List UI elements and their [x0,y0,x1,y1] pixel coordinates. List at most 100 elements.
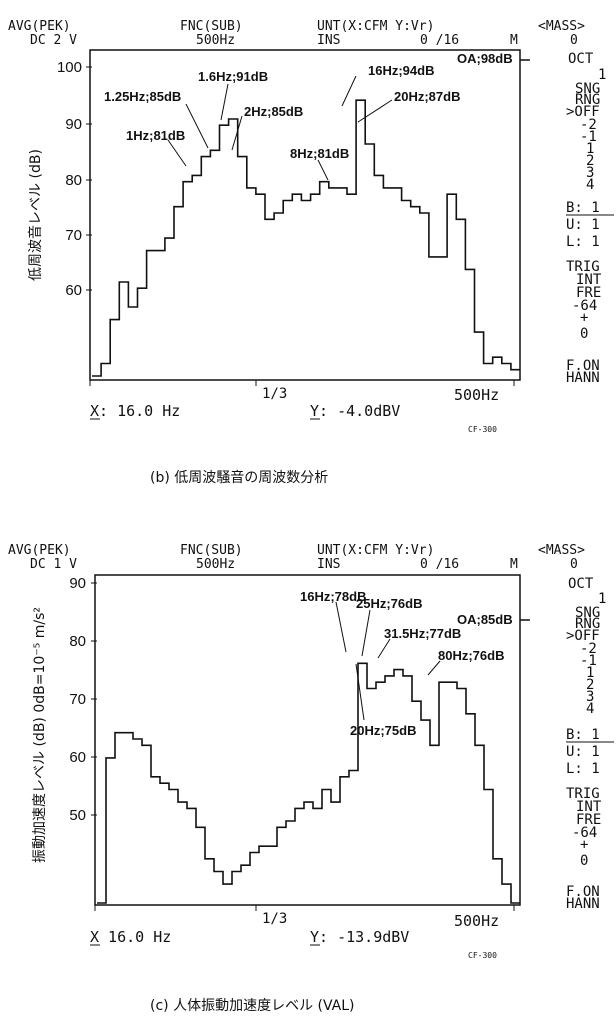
chart-b-annotation-1hz: 1Hz;81dB [126,128,185,143]
chart-c-caption: (c) 人体振動加速度レベル (VAL) [150,998,355,1014]
chart-b-ytick-60: 60 [65,282,82,299]
chart-b-side-p4: 4 [586,177,594,193]
chart-c-side-int: INT [576,799,602,815]
chart-b-side-zero: 0 [580,326,588,342]
chart-b-side-fre: FRE [576,285,601,301]
chart-c-header-unt: UNT(X:CFM Y:Vr) [317,543,434,558]
chart-c-annotation-16hz: 16Hz;78dB [300,589,366,604]
chart-b-ytick-70: 70 [65,227,82,244]
chart-c-annotation-315hz: 31.5Hz;77dB [384,626,461,641]
chart-c-header-avg: AVG(PEK) [8,543,71,558]
chart-c-side-p1: 1 [586,665,594,681]
chart-b-annotation-16hz-peak: 16Hz;94dB [368,63,434,78]
chart-c-side-fon: F.ON [566,884,600,900]
chart-b-ytick-100: 100 [57,59,82,76]
chart-b-side-sng: SNG [575,81,600,97]
chart-b-annotation-8hz: 8Hz;81dB [290,146,349,161]
chart-c-header-ins: INS [317,557,340,572]
chart-b-side-1: 1 [598,67,606,83]
chart-b-side-m2: -2 [580,117,597,133]
chart-b-side-p1: 1 [586,141,594,157]
chart-c-ytick-60: 60 [69,749,86,766]
chart-b-x-end: 500Hz [454,386,499,404]
chart-b-header-avg: AVG(PEK) [8,19,71,34]
chart-c-side-1: 1 [598,591,606,607]
chart-c-side-off: >OFF [566,628,600,644]
chart-c-series-line [97,662,520,904]
chart-b-frame [89,49,521,381]
chart-b-header-count: 0 /16 [420,33,459,48]
chart-b-annotations: 1Hz;81dB 1.25Hz;85dB 1.6Hz;91dB 2Hz;85dB… [104,51,513,181]
chart-b-side-hann: HANN [566,370,600,386]
chart-c-footer-y: Y: -13.9dBV [310,928,409,946]
chart-c-side-u: U: 1 [566,744,600,760]
chart-c-side-zero: 0 [580,853,588,869]
chart-c-side-p4: 4 [586,701,594,717]
chart-c-side-m1: -1 [580,653,597,669]
chart-c-ytick-90: 90 [69,575,86,592]
chart-b-header-zero: 0 [570,33,578,48]
chart-c-x-end: 500Hz [454,912,499,930]
chart-c-ytick-80: 80 [69,633,86,650]
chart-c-header-count: 0 /16 [420,557,459,572]
chart-b-header-m: M [510,33,518,48]
chart-b-side-64: -64 [572,298,597,314]
chart-b-ytick-80: 80 [65,172,82,189]
chart-c-side-sng: SNG [575,605,600,621]
chart-c-side-l: L: 1 [566,761,600,777]
chart-c-code: CF-300 [468,951,497,960]
chart-c-annotation-80hz: 80Hz;76dB [438,648,504,663]
chart-c-sidebar: OCT 1 SNG RNG >OFF -2 -1 1 2 3 4 B: 1 U:… [566,576,614,912]
chart-b-side-int: INT [576,272,602,288]
chart-c: AVG(PEK) FNC(SUB) UNT(X:CFM Y:Vr) <MASS>… [8,543,614,1014]
chart-c-side-b: B: 1 [566,727,600,743]
chart-c-ylabel: 振動加速度レベル (dB) 0dB=10⁻⁵ m/s² [32,607,48,863]
chart-b-annotation-2hz: 2Hz;85dB [244,104,303,119]
chart-b-header-ins: INS [317,33,340,48]
chart-b-annotation-20hz: 20Hz;87dB [394,89,460,104]
chart-b-code: CF-300 [468,425,497,434]
chart-c-yticks: 90 80 70 60 50 [69,575,97,824]
chart-b-yticks: 100 90 80 70 60 [57,59,92,299]
chart-b-side-l: L: 1 [566,234,600,250]
chart-c-x-mid: 1/3 [262,911,287,927]
chart-c-annotation-20hz: 20Hz;75dB [350,723,416,738]
chart-c-header-freq: 500Hz [196,557,235,572]
chart-b-annotation-16hz: 1.6Hz;91dB [198,69,268,84]
chart-c-side-oct: OCT [568,576,594,592]
chart-b-sidebar: OCT 1 SNG RNG >OFF -2 -1 1 2 3 4 B: 1 U:… [566,51,614,386]
chart-c-frame [94,574,521,906]
chart-c-header-fnc: FNC(SUB) [180,543,243,558]
chart-b-footer-x: X: 16.0 Hz [90,402,180,420]
chart-b-side-off: >OFF [566,104,600,120]
chart-b-side-p2: 2 [586,153,594,169]
chart-c-side-64: -64 [572,825,597,841]
chart-b-side-b: B: 1 [566,200,600,216]
chart-b-series-line [92,99,520,377]
chart-c-side-rng: RNG [575,616,600,632]
chart-b: AVG(PEK) FNC(SUB) UNT(X:CFM Y:Vr) <MASS>… [8,19,614,486]
chart-b-side-u: U: 1 [566,217,600,233]
chart-c-annotation-25hz: 25Hz;76dB [356,596,422,611]
chart-b-header-freq: 500Hz [196,33,235,48]
chart-c-ytick-70: 70 [69,691,86,708]
chart-c-side-hann: HANN [566,896,600,912]
chart-c-side-m2: -2 [580,641,597,657]
chart-c-side-trig: TRIG [566,786,600,802]
chart-b-footer-y: Y: -4.0dBV [310,402,400,420]
chart-c-side-fre: FRE [576,812,601,828]
chart-b-ylabel: 低周波音レベル (dB) [27,149,44,281]
chart-b-x-mid: 1/3 [262,386,287,402]
chart-b-header-fnc: FNC(SUB) [180,19,243,34]
chart-b-header-unt: UNT(X:CFM Y:Vr) [317,19,434,34]
chart-c-annotation-oa: OA;85dB [457,612,513,627]
chart-b-side-oct: OCT [568,51,594,67]
chart-b-side-rng: RNG [575,92,600,108]
chart-b-side-m1: -1 [580,129,597,145]
chart-c-annotations: 16Hz;78dB 25Hz;76dB 31.5Hz;77dB 80Hz;76d… [300,589,513,738]
chart-b-side-p3: 3 [586,165,594,181]
chart-b-caption: (b) 低周波騒音の周波数分析 [150,469,328,486]
chart-c-ytick-50: 50 [69,807,86,824]
chart-b-side-trig: TRIG [566,259,600,275]
